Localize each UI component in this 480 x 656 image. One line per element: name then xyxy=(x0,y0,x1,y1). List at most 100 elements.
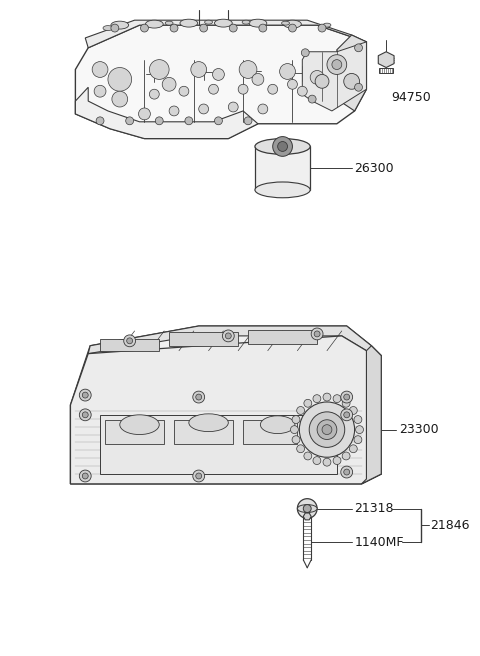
Circle shape xyxy=(141,24,148,32)
Circle shape xyxy=(304,400,312,407)
Bar xyxy=(243,420,298,444)
Circle shape xyxy=(209,85,218,94)
Circle shape xyxy=(292,416,300,424)
Polygon shape xyxy=(85,20,366,48)
Circle shape xyxy=(238,85,248,94)
Polygon shape xyxy=(303,513,311,520)
Circle shape xyxy=(126,117,133,125)
Circle shape xyxy=(333,457,341,464)
Circle shape xyxy=(322,424,332,434)
Circle shape xyxy=(229,24,237,32)
Circle shape xyxy=(124,335,135,347)
Circle shape xyxy=(169,106,179,116)
Circle shape xyxy=(342,400,350,407)
Ellipse shape xyxy=(204,20,213,24)
Circle shape xyxy=(82,392,88,398)
Circle shape xyxy=(252,73,264,85)
Circle shape xyxy=(344,469,349,475)
Circle shape xyxy=(356,426,363,434)
Bar xyxy=(169,332,238,346)
Circle shape xyxy=(355,83,362,91)
Ellipse shape xyxy=(298,504,317,512)
Polygon shape xyxy=(88,326,381,356)
Ellipse shape xyxy=(215,19,232,27)
Circle shape xyxy=(170,24,178,32)
Circle shape xyxy=(112,91,128,107)
Polygon shape xyxy=(75,25,366,138)
Circle shape xyxy=(179,87,189,96)
Text: 26300: 26300 xyxy=(355,161,394,174)
Circle shape xyxy=(79,409,91,420)
Circle shape xyxy=(354,436,362,443)
Circle shape xyxy=(344,394,349,400)
Circle shape xyxy=(308,95,316,103)
Circle shape xyxy=(199,104,209,114)
Circle shape xyxy=(301,49,309,56)
Circle shape xyxy=(314,331,320,337)
Circle shape xyxy=(268,85,277,94)
Ellipse shape xyxy=(249,19,267,27)
Circle shape xyxy=(297,407,305,415)
Circle shape xyxy=(290,426,299,434)
Circle shape xyxy=(344,412,349,418)
Circle shape xyxy=(323,393,331,401)
Circle shape xyxy=(292,436,300,443)
Circle shape xyxy=(162,77,176,91)
Bar xyxy=(105,420,164,444)
Circle shape xyxy=(222,330,234,342)
Circle shape xyxy=(79,470,91,482)
Circle shape xyxy=(355,44,362,52)
Circle shape xyxy=(317,420,337,440)
Circle shape xyxy=(149,89,159,99)
Circle shape xyxy=(341,409,353,420)
Circle shape xyxy=(354,416,362,424)
Circle shape xyxy=(298,499,317,518)
Circle shape xyxy=(193,470,204,482)
Circle shape xyxy=(311,328,323,340)
Circle shape xyxy=(349,445,357,453)
Circle shape xyxy=(309,412,345,447)
Circle shape xyxy=(82,412,88,418)
Circle shape xyxy=(156,117,163,125)
Circle shape xyxy=(342,452,350,460)
Circle shape xyxy=(310,70,324,85)
Circle shape xyxy=(215,117,222,125)
Ellipse shape xyxy=(189,414,228,432)
Ellipse shape xyxy=(242,20,250,24)
Text: 21846: 21846 xyxy=(431,519,470,532)
Ellipse shape xyxy=(120,415,159,434)
Circle shape xyxy=(280,64,295,79)
Ellipse shape xyxy=(165,21,173,25)
Circle shape xyxy=(92,62,108,77)
Ellipse shape xyxy=(282,21,289,25)
Circle shape xyxy=(277,142,288,152)
Ellipse shape xyxy=(145,20,163,28)
Circle shape xyxy=(82,473,88,479)
Ellipse shape xyxy=(284,20,301,28)
Bar xyxy=(248,330,317,344)
Circle shape xyxy=(318,24,326,32)
Circle shape xyxy=(149,60,169,79)
Circle shape xyxy=(288,24,296,32)
Bar xyxy=(100,339,159,351)
Text: 1140MF: 1140MF xyxy=(355,535,404,548)
Circle shape xyxy=(108,68,132,91)
Bar xyxy=(255,146,310,190)
Text: 21318: 21318 xyxy=(355,502,394,515)
Ellipse shape xyxy=(260,416,295,434)
Circle shape xyxy=(323,459,331,466)
Circle shape xyxy=(193,391,204,403)
Circle shape xyxy=(96,117,104,125)
Circle shape xyxy=(259,24,267,32)
Bar xyxy=(174,420,233,444)
Ellipse shape xyxy=(255,138,310,154)
Circle shape xyxy=(341,391,353,403)
Circle shape xyxy=(196,394,202,400)
Ellipse shape xyxy=(180,19,198,27)
Circle shape xyxy=(258,104,268,114)
Circle shape xyxy=(297,445,305,453)
Polygon shape xyxy=(302,42,366,111)
Circle shape xyxy=(94,85,106,97)
Circle shape xyxy=(79,389,91,401)
Circle shape xyxy=(327,54,347,74)
